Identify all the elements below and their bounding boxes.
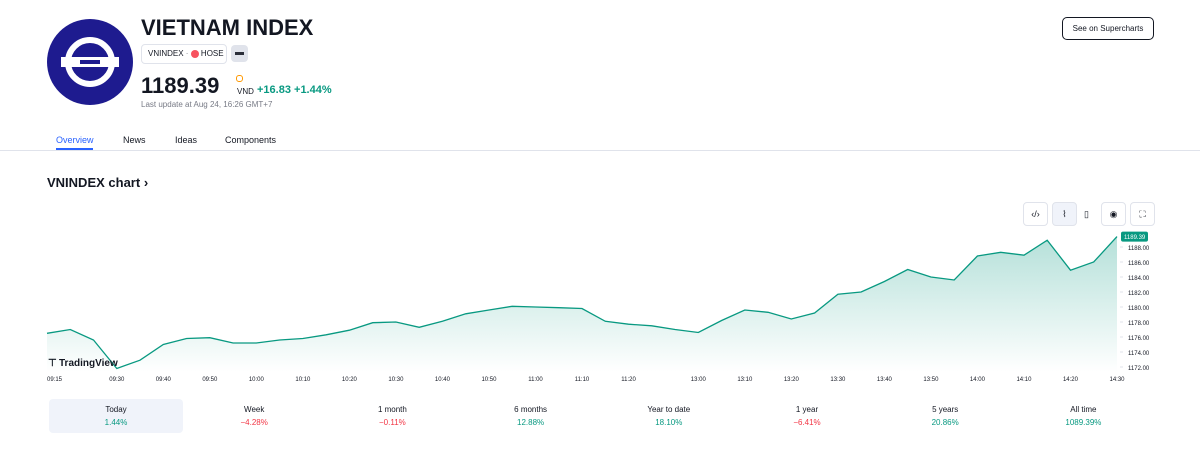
period-value: −0.11% [379, 418, 406, 427]
y-tick-label: 1172.00 [1128, 366, 1150, 372]
x-tick-label: 09:15 [47, 377, 63, 383]
x-tick-label: 13:20 [784, 377, 800, 383]
x-tick-label: 10:50 [481, 377, 497, 383]
x-tick-label: 11:10 [575, 377, 590, 383]
period-label[interactable]: Week [244, 405, 265, 414]
y-tick-label: 1184.00 [1128, 276, 1150, 282]
period-label[interactable]: 6 months [514, 405, 548, 414]
logo [47, 19, 133, 105]
tag: HOSE [200, 49, 224, 58]
x-tick-label: 14:00 [970, 377, 986, 383]
section-title[interactable]: VNINDEX chart › [47, 175, 149, 190]
supercharts-button[interactable]: See on Supercharts [1062, 17, 1154, 40]
period-value: 1089.39% [1065, 418, 1102, 427]
period-label[interactable]: All time [1070, 405, 1097, 414]
period-value: −4.28% [240, 418, 268, 427]
line [46, 236, 1118, 370]
tab[interactable]: News [123, 135, 146, 145]
y-tick-label: 1186.00 [1128, 261, 1150, 267]
x-tick-label: 09:50 [202, 377, 218, 383]
market-status [236, 75, 243, 82]
y-tick-label: 1180.00 [1128, 306, 1150, 312]
x-tick-label: 14:10 [1016, 377, 1032, 383]
x-tick-label: 10:20 [342, 377, 358, 383]
last-update: Last update at Aug 24, 16:26 GMT+7 [141, 100, 273, 109]
toolbar-button[interactable]: ▯ [1077, 202, 1096, 226]
period-value: −6.41% [793, 418, 821, 427]
section-title-text: VNINDEX chart [47, 175, 141, 190]
last-price-label: 1189.39 [1124, 235, 1146, 241]
x-tick-label: 13:40 [877, 377, 893, 383]
currency: VND [237, 87, 254, 96]
price: 1189.39 [141, 73, 220, 98]
last-price-badge [1121, 231, 1148, 242]
period-value: 1.44% [104, 418, 128, 427]
change: +16.83 +1.44% [257, 84, 332, 96]
tag: VNINDEX [148, 49, 184, 58]
y-tick-label: 1188.00 [1128, 246, 1150, 252]
y-tick-label: 1178.00 [1128, 321, 1150, 327]
title: VIETNAM INDEX [141, 15, 314, 40]
tab[interactable]: Ideas [175, 135, 198, 145]
period-value: 20.86% [931, 418, 959, 427]
period-selected [49, 399, 183, 433]
x-tick-label: 13:00 [691, 377, 707, 383]
x-tick-label: 10:30 [388, 377, 404, 383]
x-tick-label: 11:20 [621, 377, 636, 383]
tag-box[interactable]: VNINDEX · HOSE [141, 44, 227, 64]
x-tick-label: 13:50 [923, 377, 939, 383]
watermark: TradingView [59, 358, 118, 369]
area [47, 236, 1117, 372]
period-label[interactable]: 1 year [795, 405, 819, 414]
tab[interactable]: Overview [56, 135, 94, 145]
x-tick-label: 10:10 [295, 377, 311, 383]
divider [0, 150, 1200, 151]
y-tick-label: 1174.00 [1128, 351, 1150, 357]
x-tick-label: 13:10 [737, 377, 753, 383]
flag-button[interactable] [231, 45, 248, 62]
toolbar-button[interactable]: ⛶ [1130, 202, 1155, 226]
period-value: 18.10% [655, 418, 683, 427]
change-value: +16.83 [257, 84, 291, 96]
chart: ⊤ 1172.001174.001176.001178.001180.00118… [46, 231, 1150, 383]
toolbar-button[interactable]: ⌇ [1052, 202, 1077, 226]
period-value: 12.88% [517, 418, 545, 427]
toolbar-button[interactable]: ◉ [1101, 202, 1126, 226]
y-tick-label: 1176.00 [1128, 336, 1150, 342]
period-label[interactable]: Year to date [647, 405, 691, 414]
period-label[interactable]: 5 years [932, 405, 959, 414]
period-label[interactable]: 1 month [377, 405, 407, 414]
x-tick-label: 09:40 [156, 377, 172, 383]
toolbar-button[interactable]: ‹/› [1023, 202, 1048, 226]
x-tick-label: 13:30 [830, 377, 846, 383]
change-percent: +1.44% [294, 84, 332, 96]
tab-underline [56, 148, 93, 150]
x-tick-label: 10:40 [435, 377, 451, 383]
x-tick-label: 14:30 [1109, 377, 1125, 383]
x-tick-label: 09:30 [109, 377, 125, 383]
x-tick-label: 10:00 [249, 377, 265, 383]
period-label[interactable]: Today [105, 405, 127, 414]
x-tick-label: 11:00 [528, 377, 543, 383]
tab[interactable]: Components [225, 135, 277, 145]
y-tick-label: 1182.00 [1128, 291, 1150, 297]
x-tick-label: 14:20 [1063, 377, 1079, 383]
